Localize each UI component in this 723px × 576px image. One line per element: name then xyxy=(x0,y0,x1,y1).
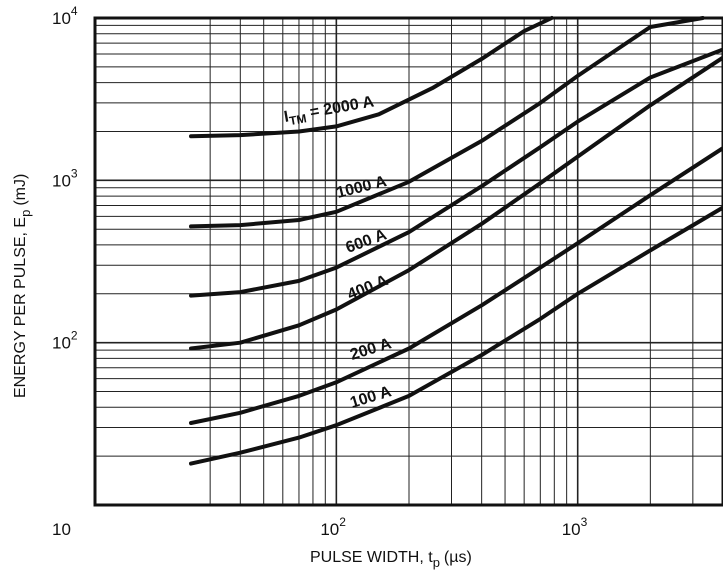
series-line-2000a xyxy=(189,16,554,139)
curves xyxy=(189,16,723,466)
series-line-1000a xyxy=(189,16,705,229)
x-tick-label: 102 xyxy=(320,515,346,539)
series-line-400a xyxy=(189,55,723,351)
series-line-600a xyxy=(189,47,723,298)
grid xyxy=(95,18,723,506)
x-tick-label: 10 xyxy=(52,520,71,539)
y-axis-label: ENERGY PER PULSE, Ep(mJ) xyxy=(12,174,33,398)
series-line-100a xyxy=(189,205,723,466)
y-tick-label: 103 xyxy=(52,166,78,190)
y-tick-label: 102 xyxy=(52,329,78,353)
x-tick-label: 103 xyxy=(562,515,588,539)
series-line-200a xyxy=(189,146,723,425)
plot-frame xyxy=(93,16,723,507)
y-tick-label: 104 xyxy=(52,4,78,28)
curve-label-2000a: ITM = 2000 A xyxy=(283,93,377,129)
x-axis-label: PULSE WIDTH, tp (µs) xyxy=(310,549,472,570)
curve-label-400a: 400 A xyxy=(345,272,391,304)
curve-label-1000a: 1000 A xyxy=(335,173,389,202)
